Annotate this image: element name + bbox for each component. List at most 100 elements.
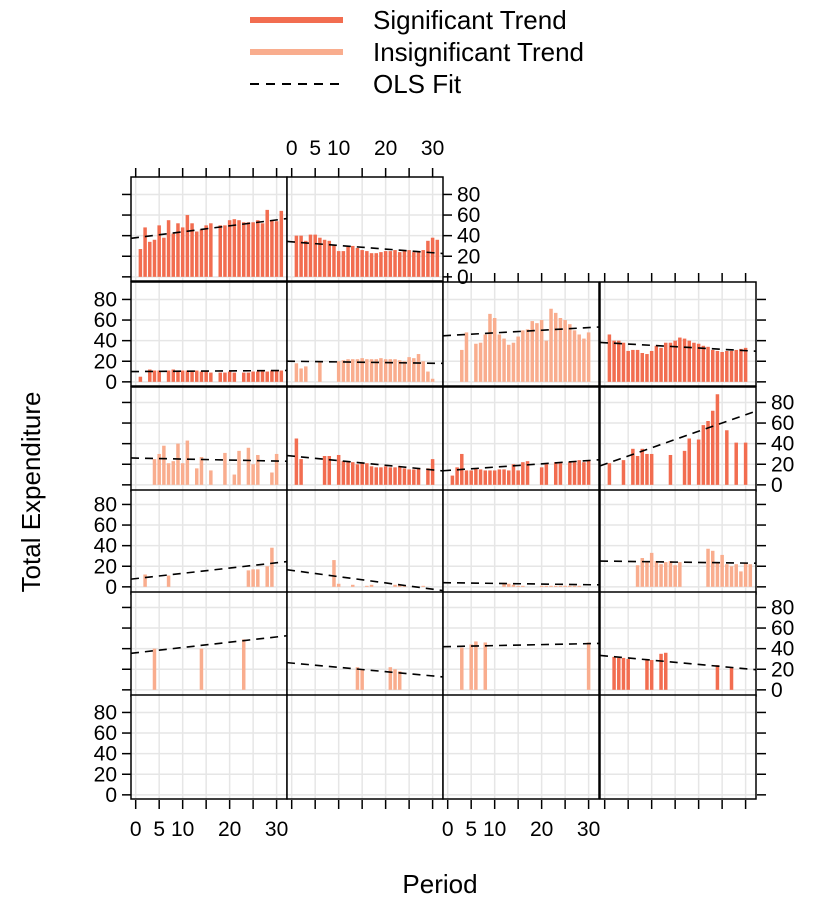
y-tick-label: 20 xyxy=(94,350,117,373)
x-tick-label: 10 xyxy=(171,818,194,841)
y-tick-label: 20 xyxy=(771,658,794,681)
y-tick-label: 60 xyxy=(457,204,480,227)
ols-fit-line xyxy=(442,581,600,586)
x-tick-label: 30 xyxy=(421,137,444,160)
x-axis-bottom-c0: 0 5 10 20 30 xyxy=(130,800,288,841)
y-tick-label: 40 xyxy=(94,535,117,558)
y-tick-label: 40 xyxy=(94,330,117,353)
ols-fit-line xyxy=(442,642,600,648)
x-tick-label: 20 xyxy=(530,818,553,841)
panel-background xyxy=(600,387,756,491)
x-axis-top-c0 xyxy=(134,168,278,177)
x-axis-top-c1: 0 5 10 20 30 xyxy=(286,137,444,177)
ols-fit-line xyxy=(286,568,444,592)
plot-panels xyxy=(130,176,757,800)
panel-r3-c2 xyxy=(442,489,600,595)
panel-r5-c1 xyxy=(286,694,444,800)
panel-r1-c3 xyxy=(599,281,757,387)
x-tick-label: 10 xyxy=(327,137,350,160)
ols-fit-line xyxy=(286,240,444,255)
x-tick-label: 0 xyxy=(130,818,142,841)
y-tick-label: 40 xyxy=(94,743,117,766)
ols-fit-line xyxy=(599,560,757,565)
x-tick-label: 30 xyxy=(265,818,288,841)
ols-fit-line xyxy=(599,654,757,671)
x-tick-label: 5 xyxy=(309,137,321,160)
y-tick-label: 20 xyxy=(457,245,480,268)
y-tick-label: 80 xyxy=(94,701,117,724)
y-axis-right-r1 xyxy=(757,298,766,383)
x-axis-top-c3 xyxy=(603,273,747,282)
panel-r4-c2 xyxy=(442,591,600,697)
panel-border xyxy=(286,176,444,282)
ols-fit-line xyxy=(442,326,600,337)
panel-background xyxy=(287,592,443,696)
panel-background xyxy=(131,490,287,594)
y-axis-right-r3 xyxy=(757,503,766,588)
panel-r4-c0 xyxy=(130,591,288,697)
panel-r4-c1 xyxy=(286,591,444,697)
panel-r1-c1 xyxy=(286,281,444,387)
y-tick-label: 0 xyxy=(457,266,469,289)
panel-r5-c3 xyxy=(599,694,757,800)
y-axis-left-r0 xyxy=(122,193,131,278)
y-tick-label: 20 xyxy=(771,453,794,476)
panel-r2-c2 xyxy=(442,386,600,492)
y-axis-left-r2 xyxy=(122,401,131,486)
panel-r2-c0 xyxy=(130,386,288,492)
y-tick-label: 80 xyxy=(94,493,117,516)
panel-r2-c3 xyxy=(599,386,757,492)
x-axis-label: Period xyxy=(402,869,477,899)
ols-fit-line xyxy=(130,560,288,580)
y-tick-label: 60 xyxy=(94,722,117,745)
x-tick-label: 0 xyxy=(442,818,454,841)
y-tick-label: 40 xyxy=(457,225,480,248)
panel-border xyxy=(599,694,757,800)
panel-r3-c0 xyxy=(130,489,288,595)
y-tick-label: 20 xyxy=(94,555,117,578)
x-tick-label: 0 xyxy=(286,137,298,160)
legend-label-significant: Significant Trend xyxy=(373,5,567,35)
panel-border xyxy=(442,694,600,800)
panel-r1-c2 xyxy=(442,281,600,387)
y-axis-left-r4 xyxy=(122,606,131,691)
panel-background xyxy=(443,490,599,594)
y-tick-label: 40 xyxy=(771,433,794,456)
ols-fit-line xyxy=(286,454,444,472)
y-tick-label: 80 xyxy=(771,391,794,414)
panel-background xyxy=(131,695,287,799)
y-tick-label: 60 xyxy=(771,617,794,640)
panel-r0-c1 xyxy=(286,176,444,282)
y-tick-label: 20 xyxy=(94,763,117,786)
x-axis-bottom-c2: 0 5 10 20 30 xyxy=(442,800,600,841)
x-tick-label: 5 xyxy=(465,818,477,841)
ols-fit-line xyxy=(130,457,288,463)
ols-fit-line xyxy=(599,341,757,353)
legend-label-ols: OLS Fit xyxy=(373,69,462,99)
panel-background xyxy=(287,695,443,799)
y-tick-label: 0 xyxy=(105,371,117,394)
panel-r3-c1 xyxy=(286,489,444,595)
ols-fit-line xyxy=(130,217,288,240)
panel-r4-c3 xyxy=(599,591,757,697)
panel-background xyxy=(287,490,443,594)
y-tick-label: 0 xyxy=(771,679,783,702)
y-tick-label: 60 xyxy=(94,309,117,332)
panel-r1-c0 xyxy=(130,281,288,387)
panel-background xyxy=(131,592,287,696)
x-tick-label: 30 xyxy=(577,818,600,841)
panel-border xyxy=(442,281,600,387)
y-tick-label: 60 xyxy=(94,514,117,537)
x-axis-bottom-c1 xyxy=(290,800,434,809)
panel-r2-c1 xyxy=(286,386,444,492)
y-tick-label: 40 xyxy=(771,638,794,661)
ols-fit-line xyxy=(442,458,600,472)
